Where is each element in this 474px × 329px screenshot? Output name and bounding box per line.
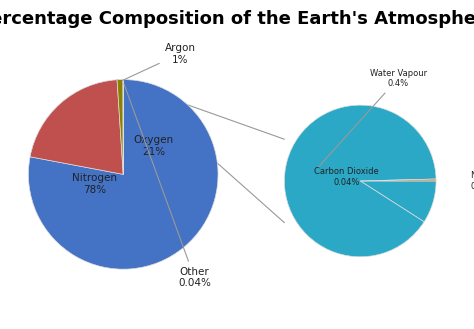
Text: Percentage Composition of the Earth's Atmosphere: Percentage Composition of the Earth's At… xyxy=(0,10,474,28)
Wedge shape xyxy=(284,105,436,257)
Text: Water Vapour
0.4%: Water Vapour 0.4% xyxy=(319,69,427,167)
Wedge shape xyxy=(117,80,123,174)
Text: Other
0.04%: Other 0.04% xyxy=(124,84,211,288)
Wedge shape xyxy=(360,181,436,222)
Wedge shape xyxy=(28,80,218,269)
Text: Carbon Dioxide
0.04%: Carbon Dioxide 0.04% xyxy=(314,167,379,187)
Text: Nitrogen
78%: Nitrogen 78% xyxy=(73,173,117,195)
Wedge shape xyxy=(30,80,123,174)
Wedge shape xyxy=(360,179,436,181)
Text: Neon
0.0018%: Neon 0.0018% xyxy=(470,171,474,190)
Text: Argon
1%: Argon 1% xyxy=(123,43,196,80)
Text: Oxygen
21%: Oxygen 21% xyxy=(134,135,173,157)
